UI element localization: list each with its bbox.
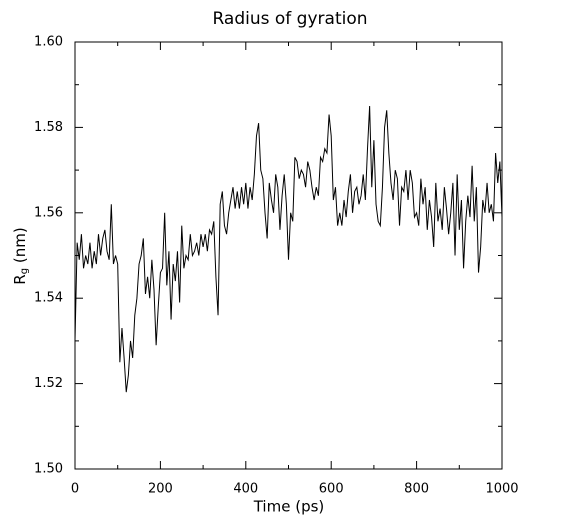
chart-title: Radius of gyration (212, 9, 367, 29)
y-tick-label: 1.52 (34, 376, 63, 391)
y-tick-label: 1.58 (34, 120, 63, 135)
y-axis-label: Rg (nm) (11, 227, 31, 284)
y-tick-label: 1.50 (34, 462, 63, 477)
data-line (74, 106, 503, 393)
x-tick-label: 200 (148, 482, 173, 497)
y-label-sub: g (19, 268, 30, 274)
x-tick-label: 1000 (485, 482, 518, 497)
x-tick-label: 400 (233, 482, 258, 497)
y-tick-label: 1.60 (34, 35, 63, 50)
y-tick-label: 1.56 (34, 205, 63, 220)
x-axis-label: Time (ps) (253, 498, 325, 516)
x-tick-label: 800 (404, 482, 429, 497)
x-tick-label: 600 (319, 482, 344, 497)
y-tick-label: 1.54 (34, 291, 63, 306)
y-label-rest: (nm) (11, 227, 29, 268)
y-label-base: R (11, 274, 29, 284)
x-tick-label: 0 (71, 482, 79, 497)
